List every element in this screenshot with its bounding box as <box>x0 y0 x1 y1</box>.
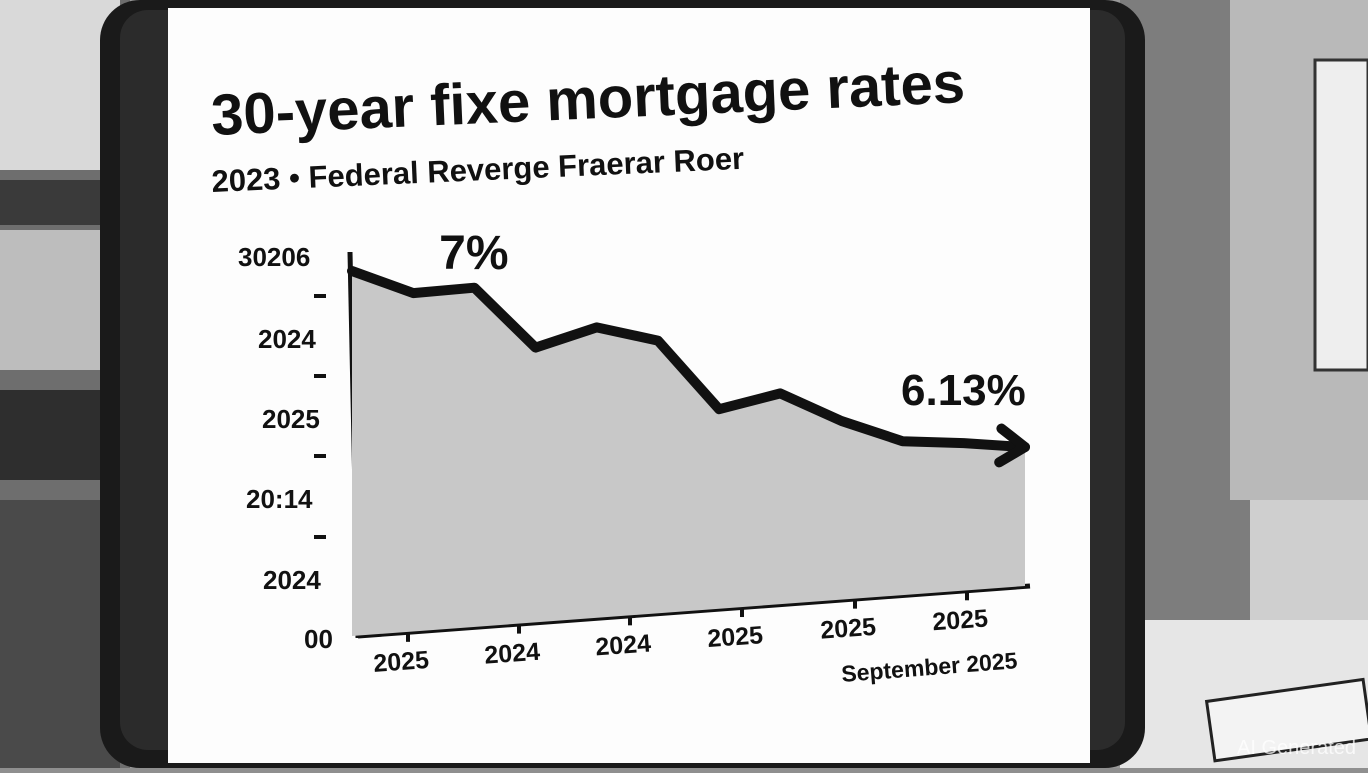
data-point-8 <box>838 418 845 425</box>
x-tick-label-3: 2025 <box>706 621 764 653</box>
data-point-11 <box>1022 444 1028 451</box>
data-point-6 <box>716 406 723 413</box>
left-books <box>0 180 110 225</box>
data-points <box>349 268 1028 451</box>
desk-papers <box>1204 677 1368 763</box>
y-tick-label-5: 00 <box>304 624 333 654</box>
annotation-7-percent: 7% <box>439 227 508 280</box>
y-tick-label-0: 30206 <box>238 242 310 272</box>
watermark: AI Generated <box>1237 737 1356 759</box>
x-tick-label-4: 2025 <box>819 613 877 645</box>
x-tick-label-2: 2024 <box>594 630 652 662</box>
data-point-2 <box>471 284 478 291</box>
y-tick-label-3: 20:14 <box>246 484 313 514</box>
annotation-6-13-percent: 6.13% <box>901 366 1026 415</box>
x-tick-label-0: 2025 <box>372 646 430 678</box>
right-poster <box>1313 58 1368 372</box>
y-axis-ticks: 30206 2024 2025 20:14 2024 00 <box>238 242 333 654</box>
x-tick-label-5: 2025 <box>931 604 989 636</box>
data-point-1 <box>410 290 417 297</box>
data-point-9 <box>899 438 906 445</box>
data-point-0 <box>349 268 355 274</box>
data-point-5 <box>654 337 661 344</box>
data-point-10 <box>960 440 967 447</box>
area-fill <box>352 271 1025 636</box>
data-point-7 <box>777 390 784 397</box>
data-point-4 <box>593 324 600 331</box>
rate-series-line <box>347 266 1030 453</box>
y-tick-label-4: 2024 <box>263 565 321 595</box>
y-tick-label-1: 2024 <box>258 324 316 354</box>
right-box <box>1250 500 1368 640</box>
x-axis-line <box>357 583 1031 639</box>
y-tick-label-2: 2025 <box>262 404 320 434</box>
data-point-3 <box>532 344 539 351</box>
x-tick-label-1: 2024 <box>483 638 541 670</box>
